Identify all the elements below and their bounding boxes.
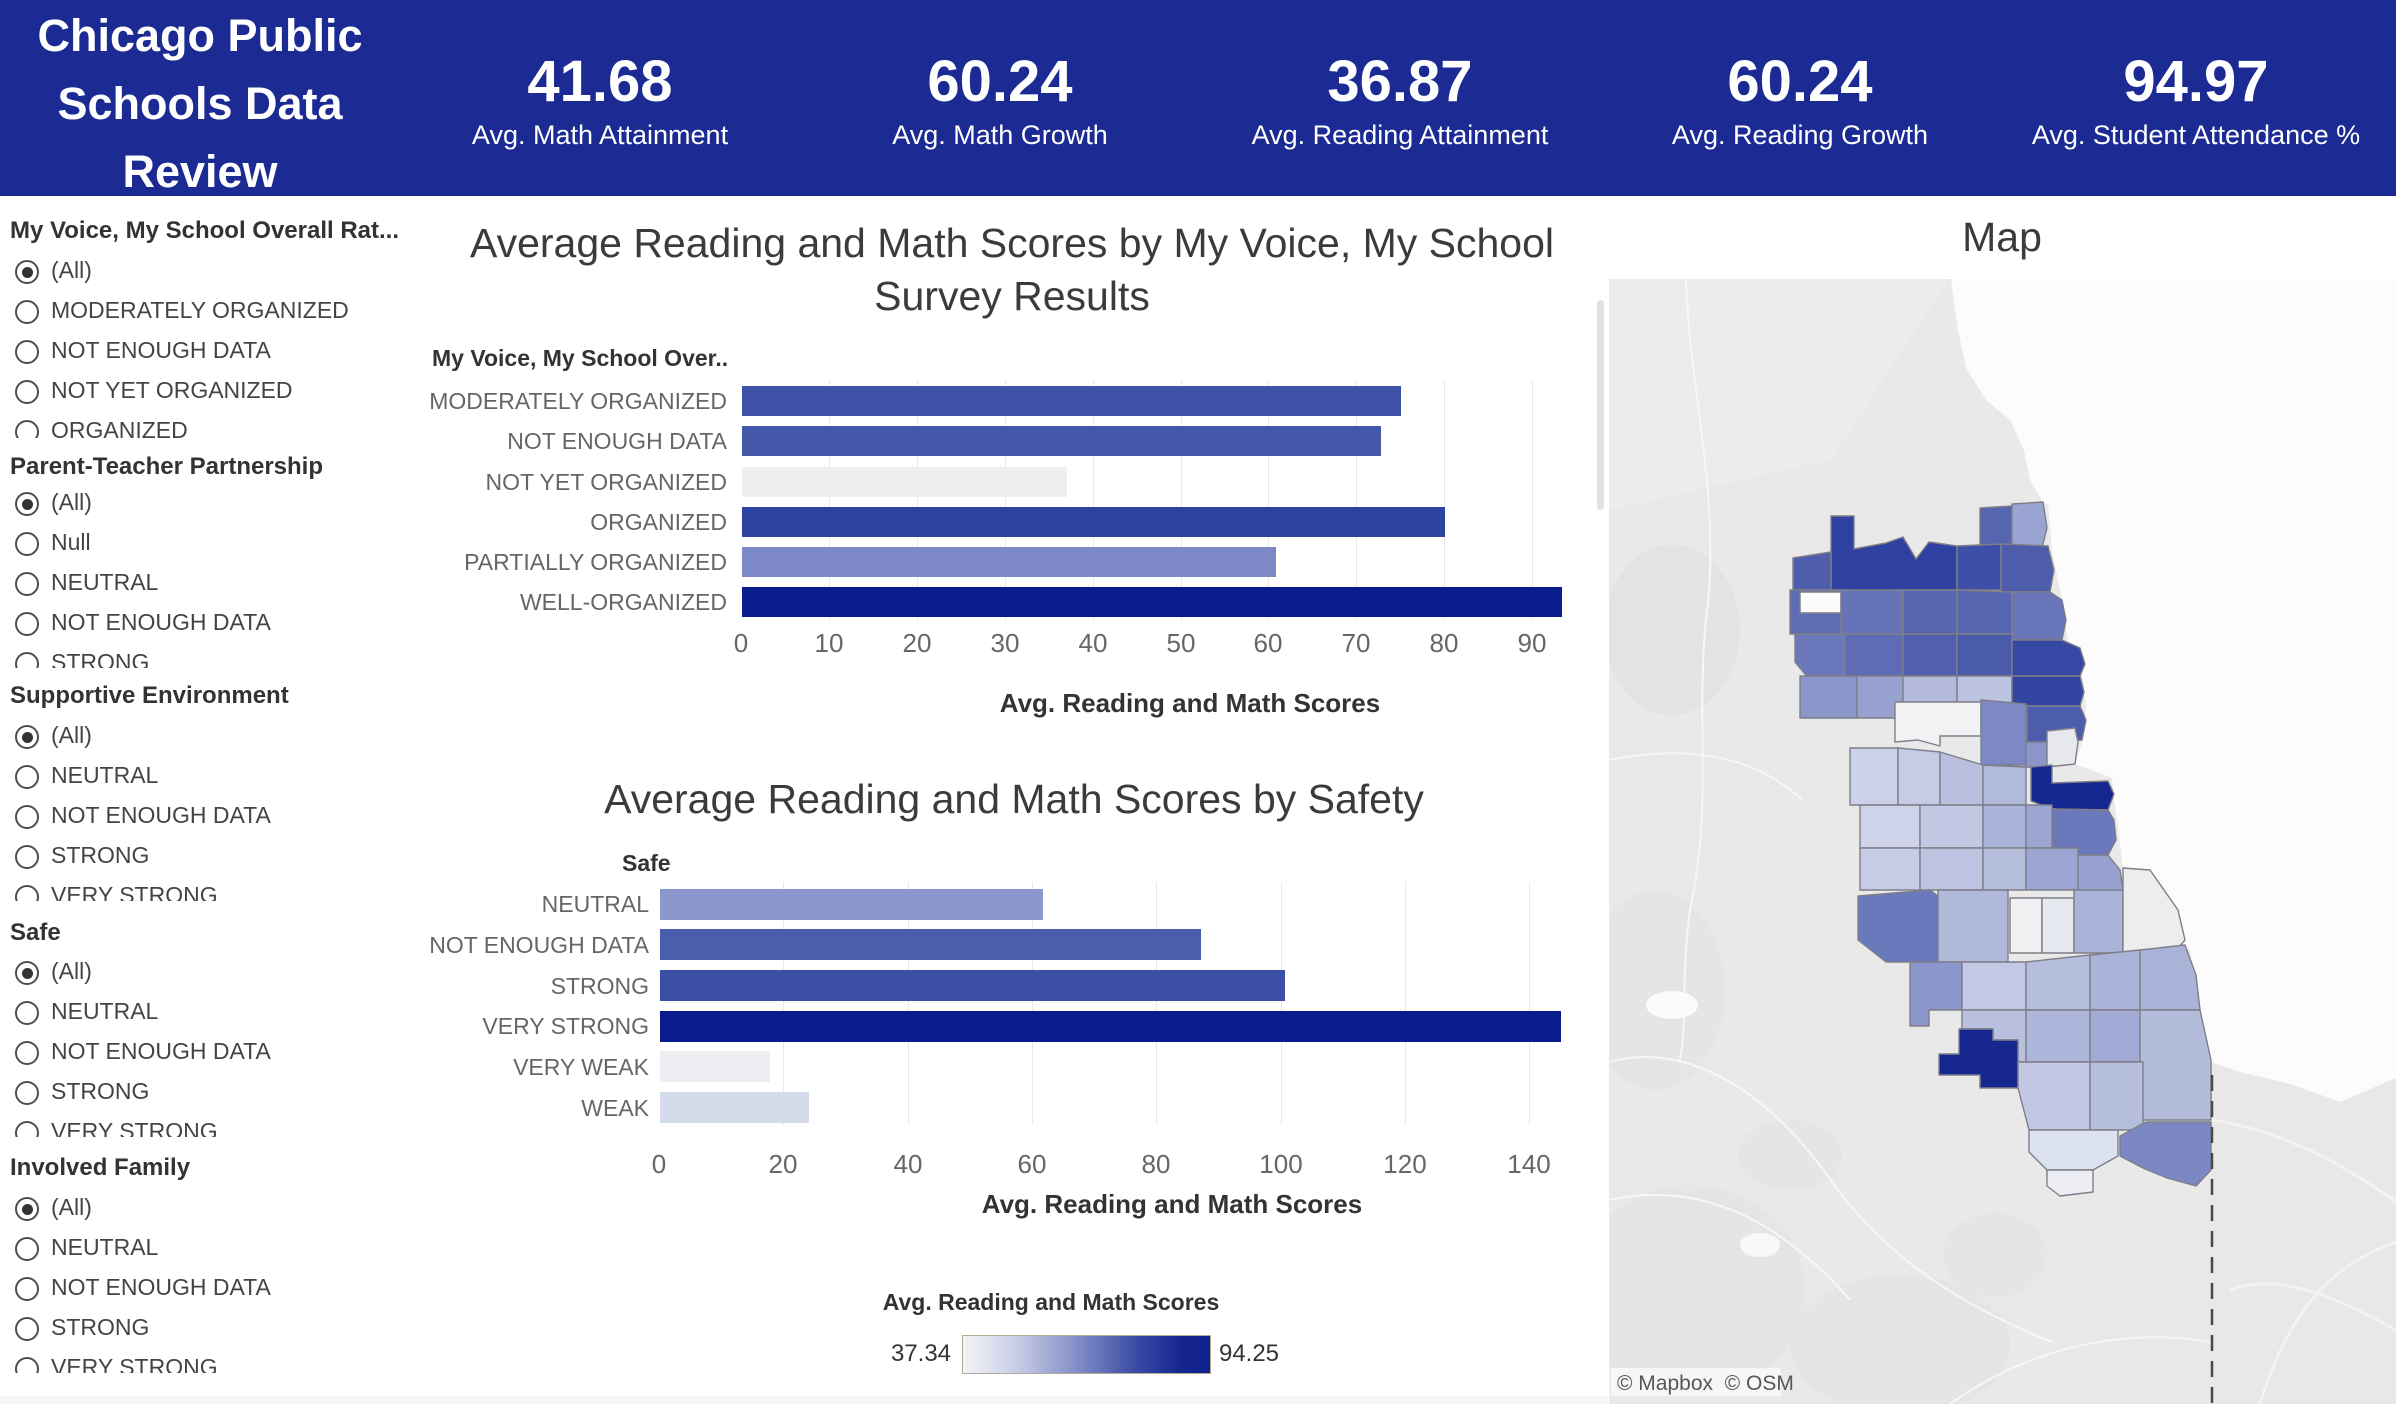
svg-text:© Mapbox © OSM: © Mapbox © OSM bbox=[1617, 1372, 1794, 1395]
